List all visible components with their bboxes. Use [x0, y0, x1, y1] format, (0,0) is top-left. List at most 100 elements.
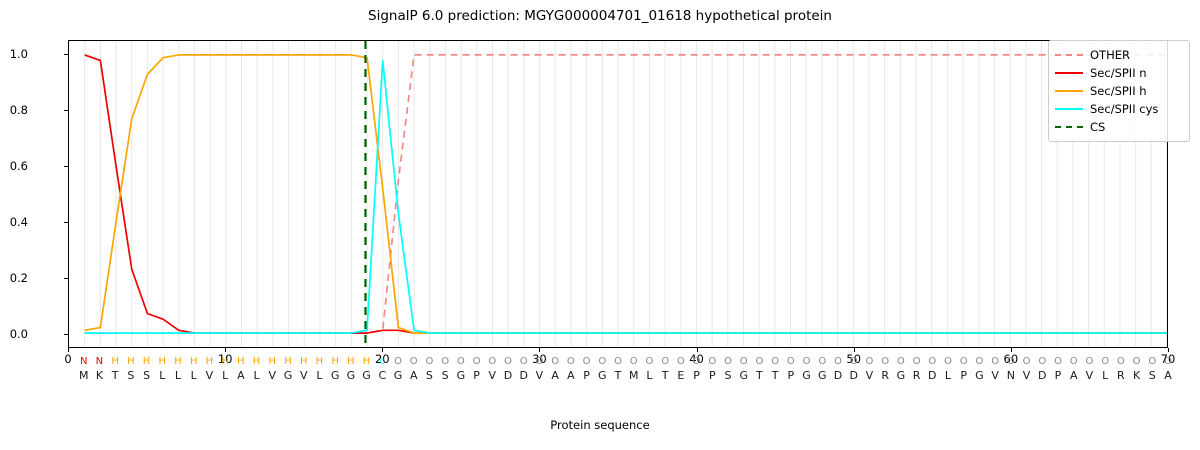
residue-char: P: [708, 369, 716, 382]
residue-char: A: [409, 369, 418, 382]
annotation-char: O: [676, 356, 685, 367]
x-tick-label: 70: [1160, 352, 1176, 366]
residue-char: L: [159, 369, 166, 382]
residue-char: V: [1085, 369, 1094, 382]
legend-swatch-icon: [1055, 103, 1083, 115]
annotation-char: O: [394, 356, 402, 367]
residue-char: V: [535, 369, 544, 382]
annotation-char: H: [362, 356, 371, 367]
residue-char: A: [1069, 369, 1078, 382]
legend-item-cs[interactable]: CS: [1055, 118, 1183, 136]
annotation-char: O: [991, 356, 1000, 367]
annotation-char: O: [551, 356, 560, 367]
legend-swatch-icon: [1055, 67, 1083, 79]
x-tick-label: 40: [689, 352, 704, 366]
annotation-char: H: [284, 356, 292, 367]
residue-char: S: [425, 369, 433, 382]
residue-char: M: [78, 369, 89, 382]
annotation-char: O: [1006, 356, 1015, 367]
residue-char: L: [646, 369, 653, 382]
annotation-char: H: [315, 356, 324, 367]
residue-char: S: [143, 369, 151, 382]
residue-char: D: [928, 369, 937, 382]
annotation-char: O: [582, 356, 591, 367]
annotation-char: c: [379, 356, 386, 367]
residue-char: A: [551, 369, 559, 382]
series-other: [85, 55, 1167, 333]
residue-char: C: [378, 369, 387, 382]
annotation-char: O: [802, 356, 811, 367]
legend-swatch-icon: [1055, 121, 1083, 133]
annotation-char: H: [237, 356, 245, 367]
residue-char: G: [346, 369, 356, 382]
annotation-char: O: [425, 356, 434, 367]
x-tick-mark: [1168, 348, 1169, 352]
annotation-char: H: [268, 356, 277, 367]
residue-char: V: [1022, 369, 1031, 382]
residue-char: P: [787, 369, 795, 382]
legend-label: CS: [1090, 120, 1106, 134]
annotation-char: O: [708, 356, 717, 367]
legend-label: Sec/SPII n: [1090, 66, 1147, 80]
residue-char: V: [268, 369, 277, 382]
annotation-char: O: [645, 356, 654, 367]
annotation-char: O: [566, 356, 575, 367]
annotation-char: N: [95, 356, 104, 367]
residue-char: V: [991, 369, 999, 382]
annotation-char: H: [299, 356, 308, 367]
residue-char: T: [661, 369, 669, 382]
legend[interactable]: OTHER Sec/SPII n Sec/SPII h Sec/SPII cys CS: [1048, 40, 1190, 142]
grid-lines: [69, 41, 1167, 347]
annotation-char: O: [818, 356, 827, 367]
residue-char: G: [598, 369, 607, 382]
y-tick-label: 0.2: [9, 271, 28, 285]
residue-char: L: [222, 369, 229, 382]
series-sec-spii-n: [85, 55, 1167, 333]
residue-char: P: [1054, 369, 1062, 382]
residue-char: D: [519, 369, 528, 382]
residue-char: K: [1132, 369, 1141, 382]
legend-item-sec-spii-h[interactable]: Sec/SPII h: [1055, 82, 1183, 100]
annotation-char: O: [535, 356, 544, 367]
annotation-char: O: [1054, 356, 1062, 367]
residue-char: T: [756, 369, 763, 382]
annotation-char: O: [1085, 356, 1094, 367]
x-tick-mark: [853, 348, 855, 352]
annotation-char: O: [614, 356, 622, 367]
residue-char: G: [283, 369, 293, 382]
residue-char: T: [111, 369, 119, 382]
y-tick-mark: [64, 334, 68, 335]
legend-item-sec-spii-cys[interactable]: Sec/SPII cys: [1055, 100, 1183, 118]
residue-char: R: [912, 369, 921, 382]
annotation-char: O: [1101, 356, 1110, 367]
x-tick-label: 50: [846, 352, 862, 366]
annotation-char: O: [519, 356, 528, 367]
plot-area: [68, 40, 1168, 348]
annotation-char: O: [661, 356, 670, 367]
annotation-char: O: [975, 356, 984, 367]
annotation-char: O: [1022, 356, 1031, 367]
y-tick-label: 1.0: [9, 47, 28, 61]
residue-char: G: [393, 369, 403, 382]
y-tick-mark: [64, 278, 68, 279]
residue-char: S: [127, 369, 135, 382]
residue-char: P: [693, 369, 700, 382]
annotation-char: O: [849, 356, 858, 367]
annotation-char: O: [959, 356, 968, 367]
legend-item-other[interactable]: OTHER: [1055, 46, 1183, 64]
annotation-char: H: [347, 356, 355, 367]
annotation-char: H: [142, 356, 151, 367]
x-tick-label: 20: [374, 352, 390, 366]
residue-char: L: [190, 369, 197, 382]
x-tick-label: 10: [217, 352, 233, 366]
x-tick-mark: [382, 348, 384, 352]
annotation-char: O: [504, 356, 512, 367]
legend-swatch-icon: [1055, 49, 1083, 61]
residue-char: D: [849, 369, 858, 382]
residue-char: G: [362, 369, 371, 382]
legend-item-sec-spii-n[interactable]: Sec/SPII n: [1055, 64, 1183, 82]
annotation-char: O: [786, 356, 795, 367]
x-tick-mark: [1010, 348, 1012, 352]
annotation-char: O: [1069, 356, 1078, 367]
legend-label: Sec/SPII cys: [1090, 102, 1159, 116]
